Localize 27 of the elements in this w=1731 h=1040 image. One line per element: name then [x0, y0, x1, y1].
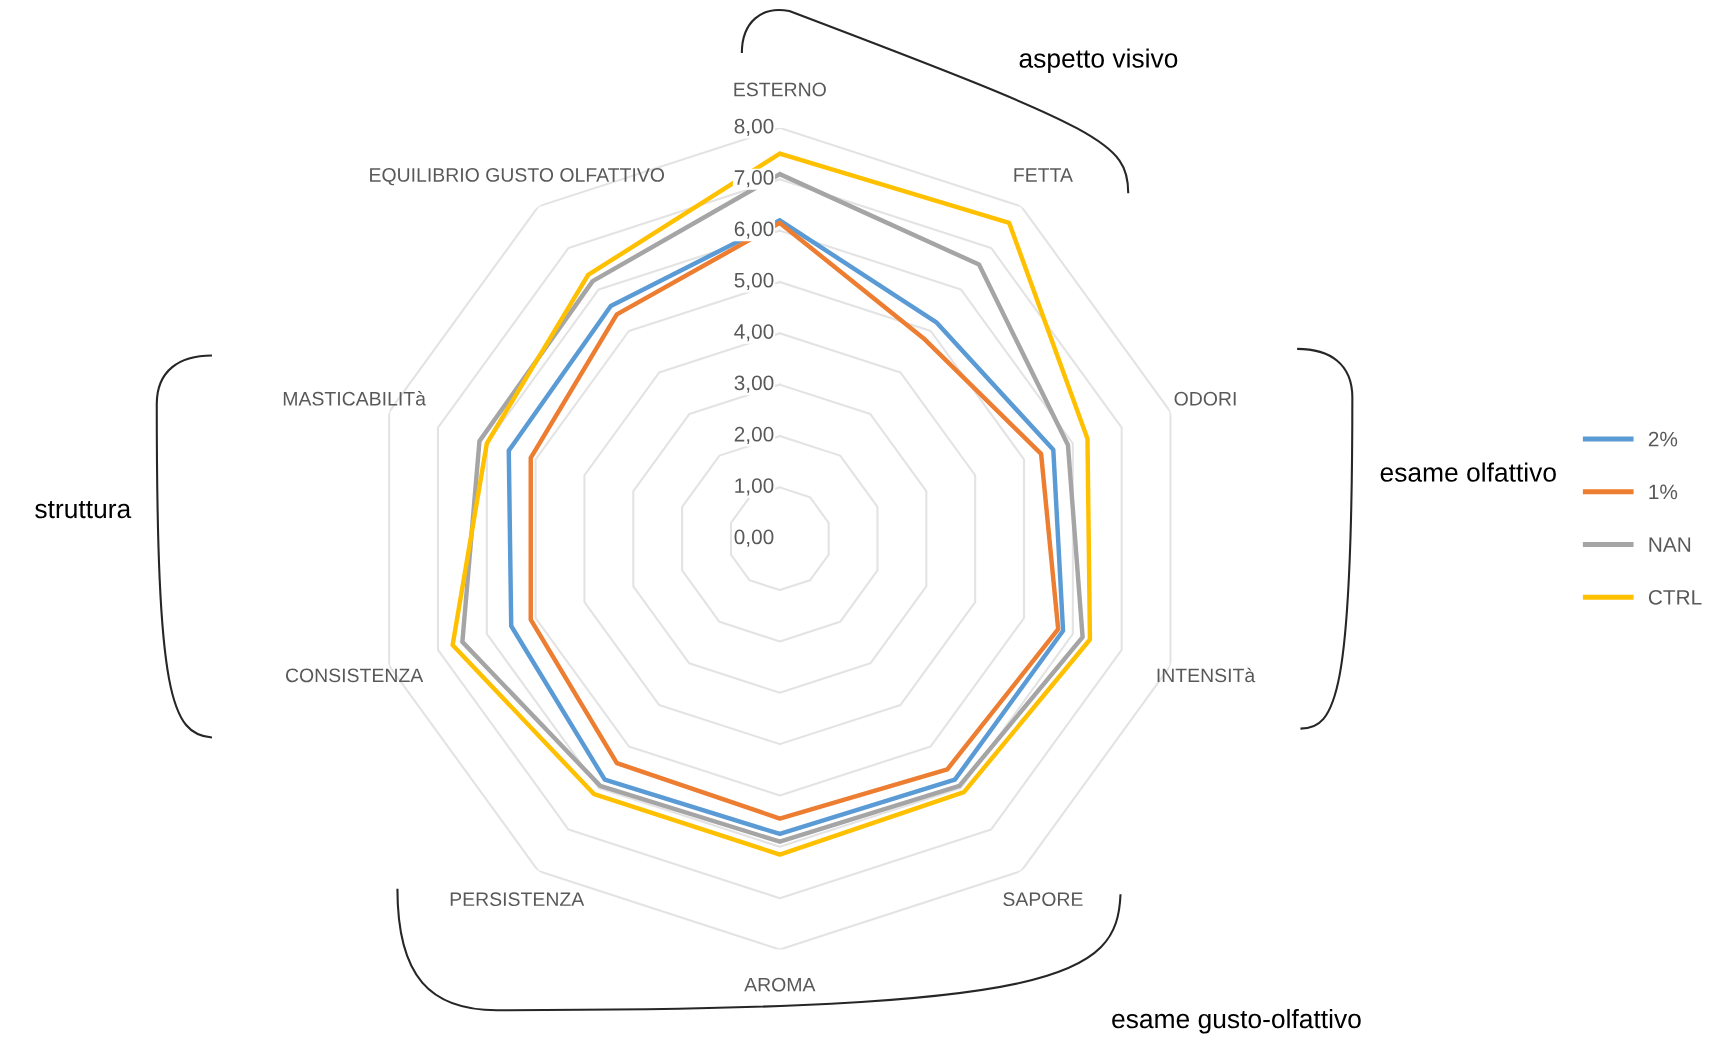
text: esame olfattivo	[1380, 462, 1556, 482]
y-tick-label: 6,00	[734, 221, 774, 239]
spoke-label: ODORI	[1174, 391, 1236, 406]
y-tick-label: 3,00	[734, 375, 774, 393]
y-tick-label: 2,00	[734, 426, 774, 445]
legend-label: CTRL	[1648, 589, 1702, 605]
y-tick-label: 8,00	[734, 118, 774, 136]
spoke-label: ESTERNO	[734, 82, 826, 97]
y-tick-label: 5,00	[734, 272, 774, 291]
text: struttura	[35, 500, 132, 519]
spoke-label: AROMA	[744, 977, 816, 992]
spoke-label: MASTICABILITà	[283, 391, 426, 406]
y-tick-label: 0,00	[734, 529, 774, 547]
spoke-label: INTENSITà	[1157, 667, 1256, 683]
y-tick-label: 7,00	[734, 170, 774, 188]
spoke-label: EQUILIBRIO GUSTO OLFATTIVO	[370, 168, 665, 186]
spoke-label: PERSISTENZA	[450, 892, 585, 907]
legend-label: 2%	[1648, 431, 1678, 447]
spoke-label: CONSISTENZA	[285, 668, 424, 683]
spoke-label: FETTA	[1014, 168, 1073, 182]
spoke-label: SAPORE	[1003, 892, 1083, 907]
y-tick-label: 1,00	[735, 478, 774, 496]
text: aspetto visivo	[1019, 48, 1178, 74]
legend-label: NAN	[1649, 537, 1691, 552]
y-tick-label: 4,00	[734, 324, 774, 342]
legend-label: 1%	[1649, 484, 1678, 500]
text: esame gusto-olfattivo	[1112, 1008, 1361, 1034]
